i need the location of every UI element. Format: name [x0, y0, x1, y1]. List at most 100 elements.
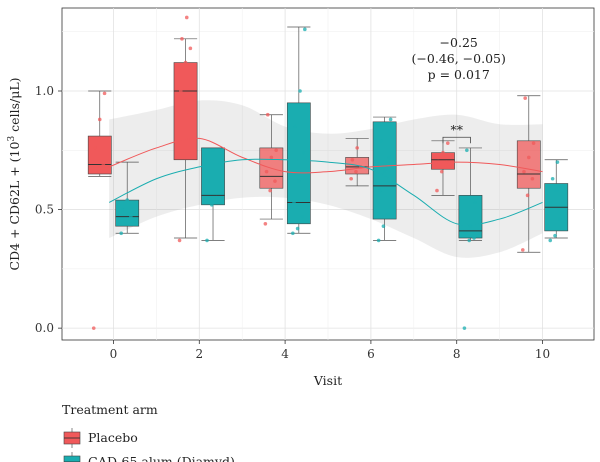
data-point-diamyd — [387, 155, 392, 160]
data-point-diamyd — [298, 89, 302, 93]
data-point-placebo — [178, 89, 183, 93]
data-point-placebo — [180, 37, 184, 41]
significance-bracket — [442, 136, 471, 144]
data-point-placebo — [264, 169, 269, 174]
data-point-diamyd — [554, 188, 559, 193]
data-point-diamyd — [559, 184, 563, 188]
data-point-diamyd — [462, 326, 467, 330]
legend-title: Treatment arm — [62, 402, 158, 417]
y-axis-title-exponent: 3 — [7, 136, 17, 142]
box-placebo-visit-2 — [173, 38, 198, 239]
data-point-placebo — [184, 15, 189, 20]
effect-annotation: −0.25 (−0.46, −0.05) p = 0.017 ** — [412, 35, 506, 137]
y-axis-title-suffix: cells/μL) — [7, 78, 22, 136]
data-point-placebo — [441, 150, 445, 155]
confidence-ribbon — [109, 100, 543, 258]
bracket-line — [442, 136, 471, 144]
data-point-placebo — [263, 222, 268, 226]
data-point-placebo — [182, 155, 187, 160]
data-point-placebo — [183, 60, 188, 65]
x-tick-label: 2 — [195, 347, 203, 361]
box-diamyd-visit-4 — [286, 26, 311, 234]
legend-key-box — [63, 455, 81, 462]
data-point-diamyd — [291, 231, 295, 236]
y-tick-label: 0.5 — [35, 203, 54, 217]
data-point-placebo — [269, 155, 274, 160]
data-point-diamyd — [214, 195, 219, 200]
data-point-diamyd — [473, 200, 478, 205]
data-point-placebo — [96, 169, 101, 174]
data-point-diamyd — [205, 238, 209, 243]
data-point-placebo — [101, 162, 106, 167]
y-tick-label: 0.0 — [35, 321, 54, 335]
data-point-diamyd — [293, 124, 298, 129]
legend-label-placebo: Placebo — [88, 430, 138, 445]
data-point-diamyd — [376, 238, 381, 243]
data-point-placebo — [355, 146, 359, 150]
x-tick-label: 0 — [110, 347, 118, 361]
box-placebo-visit-0 — [87, 90, 112, 177]
legend: Treatment arm Placebo GAD-65 alum (Diamy… — [62, 402, 235, 462]
legend-label-diamyd: GAD-65 alum (Diamyd) — [88, 454, 235, 462]
data-point-placebo — [445, 141, 450, 145]
smooth-lines — [108, 137, 543, 226]
annotation-ci: (−0.46, −0.05) — [412, 51, 506, 66]
box-body — [431, 152, 455, 170]
data-point-diamyd — [120, 207, 125, 212]
data-point-diamyd — [463, 231, 468, 236]
smooth-line-placebo — [109, 137, 543, 174]
data-point-placebo — [530, 176, 535, 181]
data-point-placebo — [350, 157, 355, 162]
data-point-placebo — [349, 176, 353, 181]
data-point-diamyd — [553, 233, 557, 238]
data-point-diamyd — [549, 200, 554, 205]
data-point-placebo — [187, 110, 191, 115]
data-point-placebo — [268, 188, 272, 193]
data-point-placebo — [188, 46, 193, 51]
box-body — [201, 147, 225, 206]
data-point-diamyd — [555, 160, 560, 164]
data-point-diamyd — [125, 198, 130, 202]
data-point-diamyd — [297, 179, 301, 183]
data-point-diamyd — [467, 238, 472, 243]
x-tick-label: 4 — [281, 347, 289, 361]
data-point-diamyd — [386, 212, 391, 217]
y-axis-title: CD4 + CD62L + (103 cells/μL) — [7, 78, 22, 271]
box-body — [516, 140, 541, 189]
data-point-placebo — [274, 148, 278, 153]
y-tick-label: 1.0 — [35, 84, 54, 98]
y-axis-title-prefix: CD4 + CD62L + (10 — [7, 141, 22, 270]
data-point-placebo — [354, 169, 358, 174]
box-body — [115, 199, 140, 227]
box-body — [286, 102, 311, 225]
box-diamyd-visit-10 — [544, 159, 569, 239]
data-point-diamyd — [124, 222, 128, 226]
data-point-diamyd — [292, 200, 296, 205]
data-point-diamyd — [119, 231, 124, 236]
x-tick-label: 8 — [453, 347, 461, 361]
annotation-pvalue: p = 0.017 — [428, 67, 490, 82]
data-points — [91, 15, 563, 330]
data-point-placebo — [522, 169, 526, 174]
data-point-diamyd — [384, 122, 388, 126]
legend-key-diamyd — [63, 452, 81, 462]
x-tick-label: 6 — [367, 347, 375, 361]
box-diamyd-visit-8 — [458, 147, 483, 241]
data-point-placebo — [97, 117, 102, 122]
data-point-placebo — [177, 238, 182, 243]
data-point-diamyd — [381, 224, 386, 228]
data-point-diamyd — [382, 169, 387, 174]
data-point-diamyd — [129, 214, 133, 219]
data-point-diamyd — [472, 236, 476, 240]
data-point-placebo — [102, 91, 107, 96]
legend-key-placebo — [63, 428, 81, 448]
y-axis-ticks: 0.0 0.5 1.0 — [35, 84, 62, 335]
data-point-diamyd — [548, 238, 553, 243]
data-point-placebo — [93, 146, 97, 150]
x-tick-label: 10 — [535, 347, 550, 361]
box-placebo-visit-10 — [516, 95, 541, 253]
box-body — [87, 135, 112, 175]
data-point-placebo — [91, 326, 96, 330]
data-point-placebo — [273, 179, 277, 183]
